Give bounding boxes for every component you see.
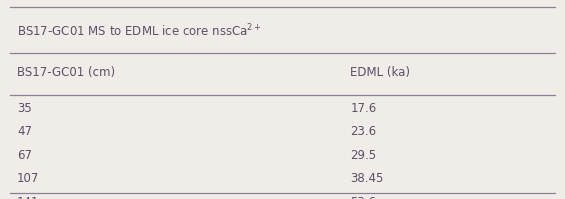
Text: 17.6: 17.6 xyxy=(350,102,376,115)
Text: BS17-GC01 (cm): BS17-GC01 (cm) xyxy=(17,66,115,79)
Text: 47: 47 xyxy=(17,125,32,139)
Text: 107: 107 xyxy=(17,172,40,185)
Text: 141: 141 xyxy=(17,196,40,199)
Text: 38.45: 38.45 xyxy=(350,172,384,185)
Text: 67: 67 xyxy=(17,149,32,162)
Text: 29.5: 29.5 xyxy=(350,149,376,162)
Text: BS17-GC01 MS to EDML ice core nssCa$^{2+}$: BS17-GC01 MS to EDML ice core nssCa$^{2+… xyxy=(17,22,262,39)
Text: 23.6: 23.6 xyxy=(350,125,376,139)
Text: 53.6: 53.6 xyxy=(350,196,376,199)
Text: 35: 35 xyxy=(17,102,32,115)
Text: EDML (ka): EDML (ka) xyxy=(350,66,410,79)
